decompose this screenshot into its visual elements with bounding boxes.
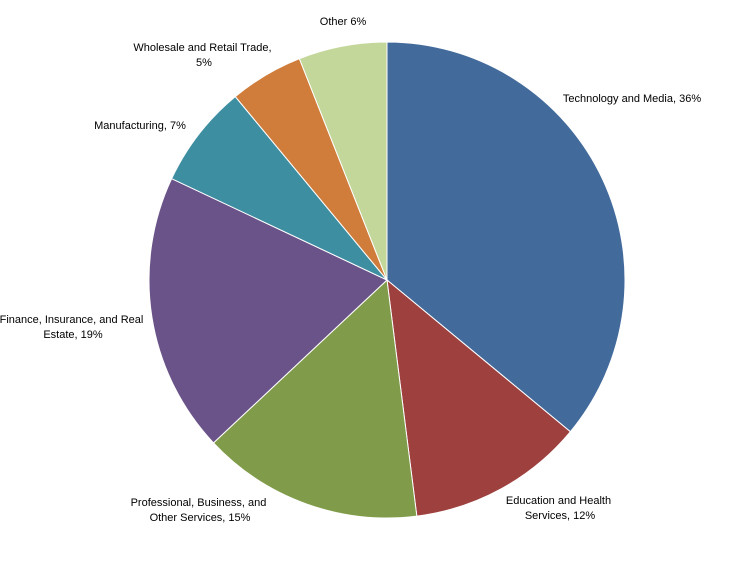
pie-slices bbox=[148, 41, 626, 519]
slice-label-education-health: Education and Health Services, 12% bbox=[506, 495, 614, 522]
slice-label-professional-business: Professional, Business, and Other Servic… bbox=[131, 497, 270, 524]
pie-slice-professional-business bbox=[212, 278, 418, 519]
slice-label-other: Other 6% bbox=[320, 16, 367, 28]
pie-slice-manufacturing bbox=[170, 95, 388, 281]
pie-slice-other bbox=[298, 41, 388, 281]
pie-slice-finance-insurance bbox=[148, 177, 388, 444]
slice-label-finance-insurance: Finance, Insurance, and Real Estate, 19% bbox=[0, 314, 146, 341]
slice-label-technology-media: Technology and Media, 36% bbox=[563, 93, 701, 105]
pie-slice-education-health bbox=[386, 278, 572, 517]
pie-slice-technology-media bbox=[386, 41, 626, 433]
slice-label-manufacturing: Manufacturing, 7% bbox=[94, 120, 186, 132]
pie-labels: Other 6% Wholesale and Retail Trade, 5% … bbox=[0, 16, 701, 524]
slice-label-wholesale-retail: Wholesale and Retail Trade, 5% bbox=[133, 42, 274, 69]
